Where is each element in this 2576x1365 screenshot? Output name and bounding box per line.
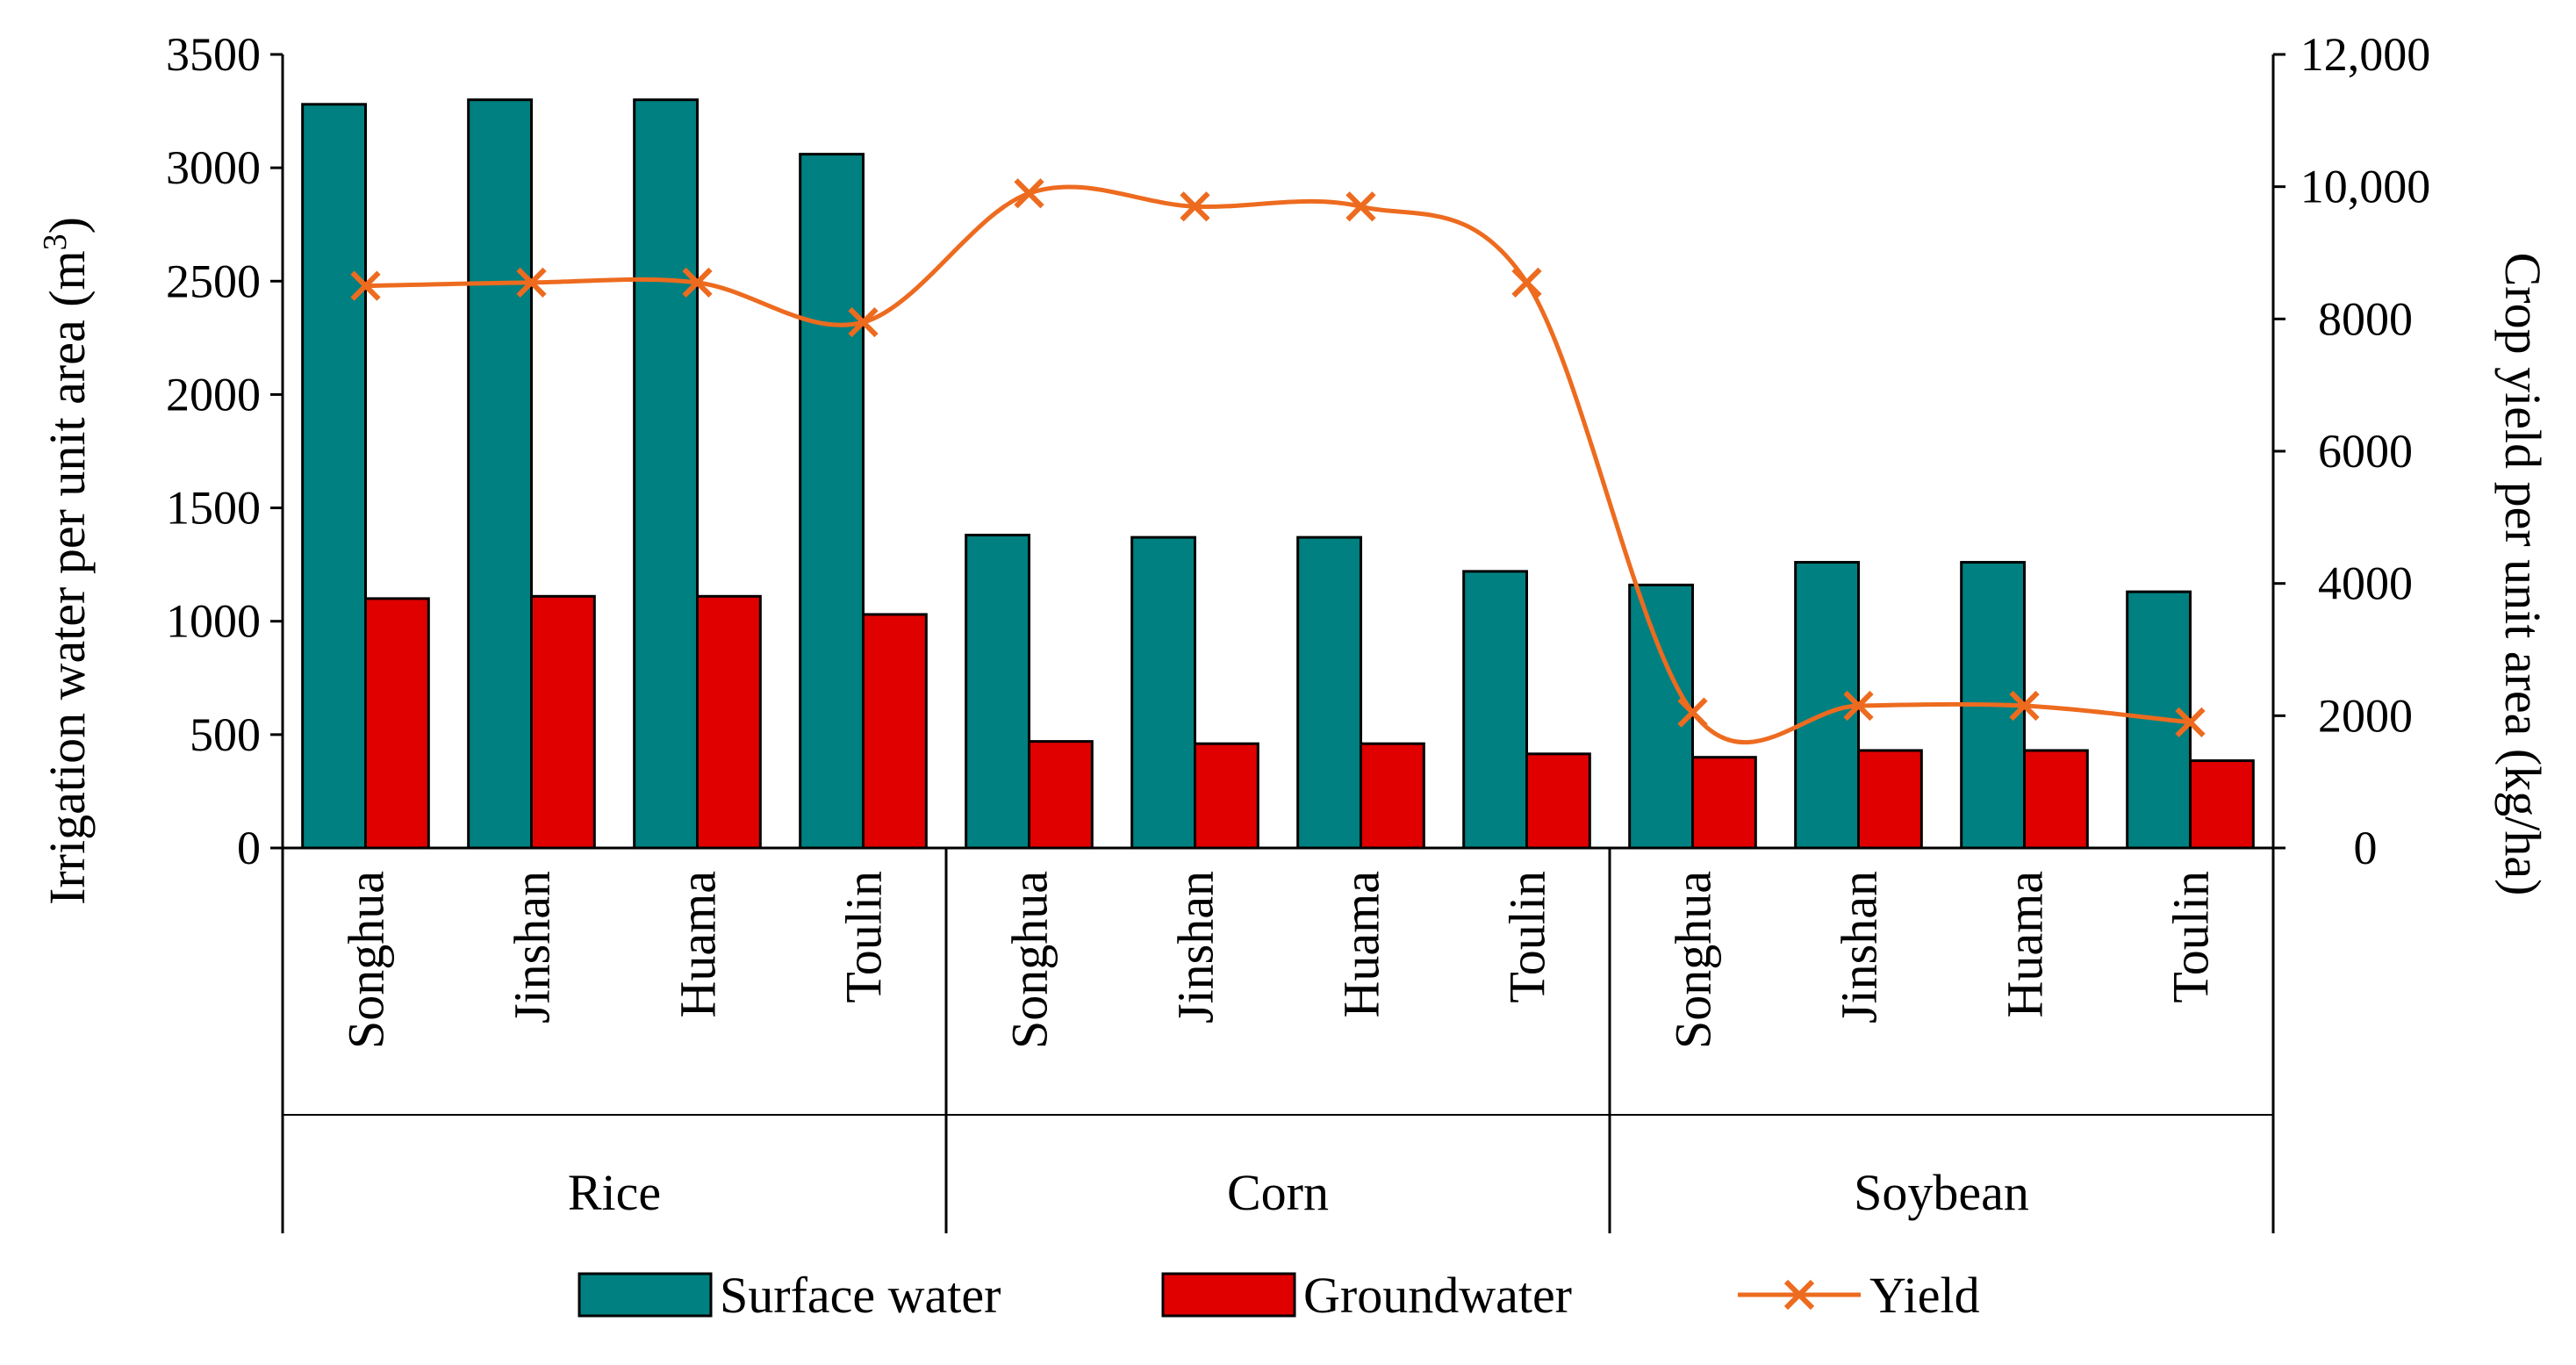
legend-swatch — [1161, 1272, 1296, 1318]
labels-layer: 0 500 1000 1500 2000 2500 3000 3500 0 2000 4000 600… — [37, 28, 2551, 1221]
groundwater-bar-7 — [1360, 742, 1425, 850]
groundwater-bar-6 — [1194, 742, 1259, 850]
surface-water-bar-8 — [1462, 570, 1529, 850]
right-tick-label: 10,000 — [2300, 161, 2431, 213]
surface-water-bar-4 — [799, 153, 865, 850]
groundwater-bar-5 — [1028, 740, 1094, 850]
right-tick-label: 2000 — [2318, 689, 2413, 742]
left-tick-label: 3500 — [166, 28, 261, 81]
category-label: Jinshan — [1831, 871, 1888, 1024]
left-tick-label: 2500 — [166, 255, 261, 307]
surface-water-bar-7 — [1296, 535, 1363, 850]
category-label: Jinshan — [1167, 871, 1224, 1024]
group-label: Soybean — [1854, 1164, 2029, 1221]
yield-marker-8 — [1511, 267, 1542, 298]
yield-marker-7 — [1345, 191, 1376, 222]
legend-label: Yield — [1869, 1267, 1980, 1324]
yield-marker-12 — [2175, 707, 2206, 737]
surface-water-bar-6 — [1130, 535, 1197, 850]
right-tick-label: 4000 — [2318, 557, 2413, 610]
yield-marker-6 — [1180, 191, 1210, 222]
left-tick-label: 3000 — [166, 141, 261, 194]
category-label: Huama — [670, 871, 727, 1018]
groundwater-bar-2 — [530, 594, 596, 850]
yield-marker-3 — [682, 267, 713, 298]
yield-marker-9 — [1677, 697, 1708, 728]
category-label: Huama — [1333, 871, 1390, 1018]
right-axis-title: Crop yield per unit area (kg/ha) — [2494, 253, 2551, 896]
groundwater-bar-3 — [696, 594, 762, 850]
axes-layer — [270, 53, 2285, 1233]
groundwater-bar-10 — [1857, 749, 1923, 850]
legend: Surface water Groundwater Yield — [578, 1267, 1980, 1324]
category-label: Huama — [1997, 871, 2054, 1018]
yield-marker-5 — [1014, 178, 1044, 209]
groundwater-bar-11 — [2023, 749, 2089, 850]
yield-marker-stroke — [2009, 690, 2040, 722]
left-tick-label: 1500 — [166, 482, 261, 535]
groundwater-bar-9 — [1691, 756, 1757, 850]
yield-marker-stroke — [1180, 191, 1210, 222]
yield-marker-stroke — [1511, 267, 1542, 298]
yield-marker-stroke — [350, 270, 381, 301]
surface-water-bar-2 — [467, 98, 533, 850]
group-label: Rice — [568, 1164, 661, 1221]
yield-marker-11 — [2009, 690, 2040, 722]
yield-marker-4 — [848, 306, 879, 338]
yield-marker-stroke — [2175, 707, 2206, 737]
category-label: Toulin — [1499, 871, 1556, 1003]
yield-marker-stroke — [1345, 191, 1376, 222]
legend-swatch — [578, 1272, 713, 1318]
group-label: Corn — [1227, 1164, 1329, 1221]
bars-layer — [301, 98, 2255, 850]
category-label: Songhua — [338, 871, 395, 1049]
legend-item-groundwater: Groundwater — [1161, 1267, 1572, 1324]
yield-marker-1 — [350, 270, 381, 301]
right-tick-label: 6000 — [2318, 425, 2413, 478]
yield-marker-stroke — [516, 267, 547, 298]
category-label: Toulin — [2163, 871, 2220, 1003]
left-tick-label: 1000 — [166, 595, 261, 648]
groundwater-bar-12 — [2189, 759, 2255, 850]
yield-marker-stroke — [682, 267, 713, 298]
left-tick-label: 0 — [237, 822, 261, 874]
category-label: Songhua — [1001, 871, 1058, 1049]
groundwater-bar-1 — [364, 597, 430, 850]
left-tick-label: 2000 — [166, 368, 261, 420]
surface-water-bar-1 — [301, 103, 367, 850]
yield-marker-10 — [1843, 690, 1874, 722]
legend-item-surface-water: Surface water — [578, 1267, 1001, 1324]
yield-marker-stroke — [1843, 690, 1874, 722]
yield-marker-stroke — [1677, 697, 1708, 728]
surface-water-bar-5 — [965, 534, 1031, 850]
yield-marker-stroke — [848, 306, 879, 338]
right-tick-label: 0 — [2354, 822, 2378, 874]
left-axis-title: Irrigation water per unit area (m3) — [37, 217, 96, 905]
right-tick-label: 12,000 — [2300, 28, 2431, 81]
category-label: Jinshan — [504, 871, 561, 1024]
category-label: Toulin — [836, 871, 893, 1003]
legend-label: Surface water — [720, 1267, 1001, 1324]
category-label: Songhua — [1665, 871, 1722, 1049]
surface-water-bar-3 — [633, 98, 699, 850]
legend-marker — [1783, 1279, 1815, 1311]
legend-label: Groundwater — [1303, 1267, 1572, 1324]
surface-water-bar-9 — [1628, 583, 1695, 850]
yield-marker-2 — [516, 267, 547, 298]
right-tick-label: 8000 — [2318, 292, 2413, 345]
left-tick-label: 500 — [190, 708, 261, 761]
groundwater-bar-8 — [1525, 752, 1591, 850]
yield-line-layer — [350, 178, 2206, 745]
legend-item-yield: Yield — [1738, 1267, 1980, 1324]
groundwater-bar-4 — [862, 613, 928, 850]
yield-marker-stroke — [1014, 178, 1044, 209]
